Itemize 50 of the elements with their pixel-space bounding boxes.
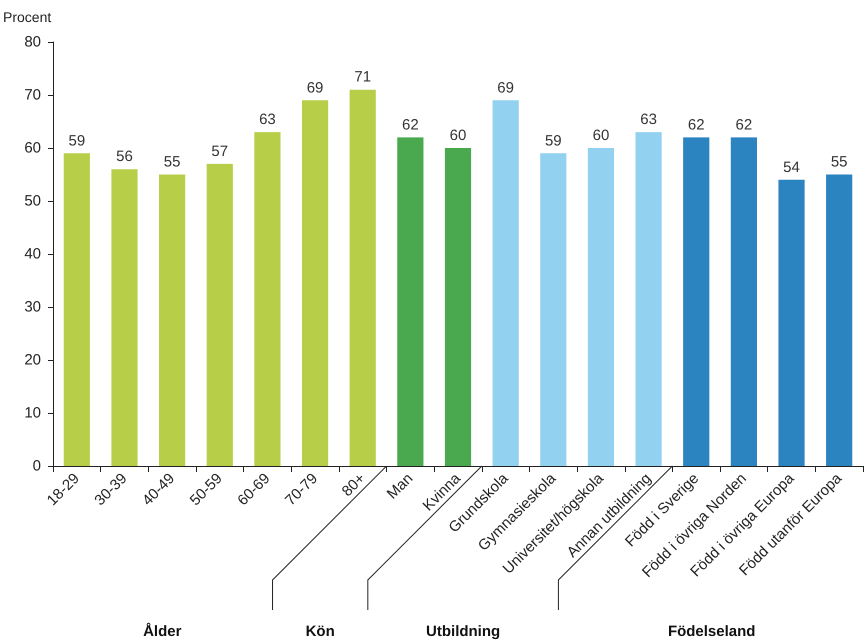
bar <box>254 132 281 466</box>
data-label: 59 <box>544 132 562 150</box>
y-tick-label: 10 <box>24 404 41 422</box>
data-label: 55 <box>830 154 848 170</box>
y-tick-label: 40 <box>24 246 41 262</box>
y-tick-label: 70 <box>24 86 41 104</box>
x-tick-label: Man <box>384 470 416 503</box>
bar <box>778 180 805 466</box>
bar <box>588 148 614 466</box>
data-label: 55 <box>164 154 180 170</box>
bar <box>159 174 186 466</box>
data-label: 62 <box>402 116 419 134</box>
bar <box>635 132 662 466</box>
data-label: 56 <box>116 148 133 166</box>
y-tick-label: 60 <box>24 140 41 156</box>
data-label: 60 <box>450 127 466 144</box>
bar <box>683 137 710 466</box>
text: Utbildning <box>426 623 500 640</box>
data-label: 57 <box>211 142 228 160</box>
text: Ålder <box>143 622 182 640</box>
x-tick-label: 80+ <box>338 470 369 500</box>
data-label: 59 <box>68 132 86 150</box>
bar <box>826 174 852 466</box>
data-label: 63 <box>259 111 276 128</box>
bar <box>111 169 138 466</box>
data-label: 62 <box>736 116 752 134</box>
text: Födelseland <box>668 623 756 640</box>
bar <box>350 90 376 466</box>
bar <box>540 153 566 466</box>
y-tick-label: 50 <box>24 192 41 210</box>
data-label: 63 <box>640 111 657 128</box>
bar <box>397 137 424 466</box>
data-label: 54 <box>783 158 800 176</box>
y-tick-label: 80 <box>24 34 41 50</box>
bar <box>492 100 519 466</box>
data-label: 60 <box>592 127 610 144</box>
bar <box>206 164 233 466</box>
data-label: 69 <box>497 79 514 96</box>
y-axis-title: Procent <box>3 9 52 25</box>
bar <box>730 137 757 466</box>
bar <box>64 153 90 466</box>
data-label: 71 <box>354 68 372 86</box>
y-tick-label: 20 <box>24 352 41 368</box>
y-tick-label: 0 <box>32 458 41 474</box>
text: Kön <box>306 623 335 640</box>
bar <box>444 148 472 466</box>
data-label: 62 <box>688 116 705 134</box>
y-tick-label: 30 <box>24 298 41 316</box>
data-label: 69 <box>306 79 324 96</box>
bar <box>302 100 328 466</box>
